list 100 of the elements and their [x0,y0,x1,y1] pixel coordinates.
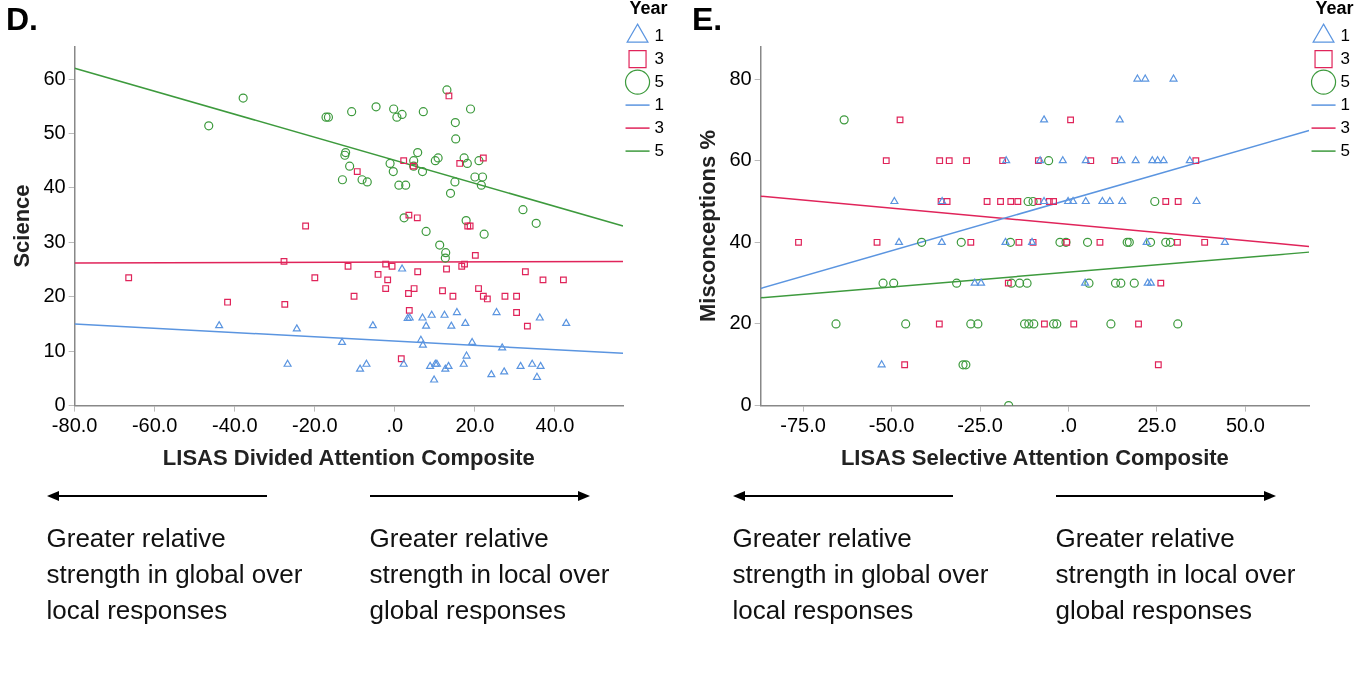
point [1201,238,1209,246]
point [1129,278,1139,288]
point [450,117,460,128]
x-tick-label: 50.0 [1225,414,1265,437]
point [937,237,946,245]
legend-label: 5 [654,140,665,160]
x-axis-title: LISAS Divided Attention Composite [162,444,535,470]
point [1096,238,1104,246]
legend-title: Year [1315,0,1354,18]
point [487,369,496,378]
point [439,287,446,295]
point [470,172,480,182]
x-tick-label: -75.0 [780,414,826,437]
point [1068,196,1078,205]
point [963,157,970,165]
point [973,319,983,329]
point [459,359,468,367]
point [337,337,347,346]
point [901,361,909,369]
point [449,292,457,300]
point [1084,278,1094,288]
point [374,271,382,278]
point [465,104,476,114]
point [1116,278,1126,288]
point [1154,361,1162,369]
point [935,320,943,328]
point [997,198,1004,205]
point [500,367,509,375]
point [936,157,944,165]
point [459,153,469,163]
point [1131,156,1140,164]
y-axis-title: Science [9,184,35,268]
point [1081,156,1090,164]
point [1141,74,1150,82]
point [531,218,541,228]
point [450,177,460,187]
point [1159,156,1168,164]
point [1133,74,1142,82]
point [967,238,975,246]
point [445,92,453,100]
point [1044,156,1054,166]
point [204,121,214,131]
x-tick-label: -50.0 [868,414,915,437]
point [516,361,525,370]
x-tick-label: .0 [386,414,404,437]
legend-label: 5 [1340,140,1351,160]
point [901,319,911,329]
point [1058,156,1067,164]
point [1001,237,1010,245]
point [1007,198,1015,205]
point [479,154,487,162]
legend-label: 3 [654,48,665,68]
point [1006,278,1017,288]
point [1161,237,1171,247]
point [418,107,428,117]
y-tick-label: 80 [729,66,752,89]
point [401,180,411,190]
point [435,240,445,250]
legend-label: 1 [1340,94,1351,114]
point [444,361,453,370]
point [878,278,888,288]
point [831,319,841,329]
point [345,161,355,171]
point [1070,320,1078,328]
y-tick-label: 60 [43,66,66,89]
point [357,175,367,185]
point [461,215,471,226]
point [1022,278,1032,288]
point [956,237,966,247]
point [839,115,849,125]
chart-title: D. [6,1,38,38]
x-tick-label: .0 [1060,414,1077,437]
point [952,278,962,288]
point [1014,198,1022,205]
point [398,264,407,272]
point [882,157,890,165]
point [1106,319,1116,329]
point [1098,196,1107,205]
point [445,188,456,198]
point [1024,319,1034,329]
point [405,290,412,297]
point [400,157,408,165]
point [410,285,418,293]
y-axis-title: Misconceptions % [695,130,721,322]
point [1082,237,1093,247]
point [475,285,482,293]
legend-title: Year [629,0,668,18]
point [966,319,976,329]
point [397,109,407,120]
point [1002,156,1011,164]
point [513,292,520,300]
point [311,274,319,282]
point [462,158,472,169]
point [1087,157,1095,165]
point [399,213,409,223]
legend-label: 1 [654,25,665,45]
point [1039,196,1049,205]
y-tick-label: 0 [740,393,752,416]
point [479,229,489,239]
y-tick-label: 40 [729,229,752,252]
